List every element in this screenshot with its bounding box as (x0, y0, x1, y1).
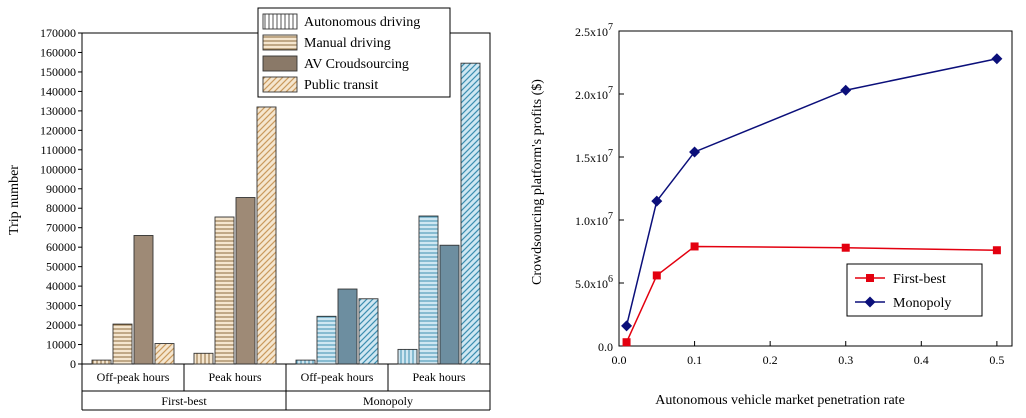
right-y-tick-label: 1.5x107 (575, 148, 613, 165)
left-y-tick-label: 30000 (46, 299, 76, 313)
right-plot-frame (618, 30, 1013, 347)
bar-public-transit (460, 62, 481, 365)
data-point-monopoly (689, 146, 701, 158)
right-x-axis-title: Autonomous vehicle market penetration ra… (655, 393, 905, 408)
left-y-tick-label: 120000 (40, 123, 76, 137)
category-label: Peak hours (413, 370, 466, 384)
bar-autonomous-driving (91, 359, 112, 365)
tick-exponent: 6 (608, 274, 613, 285)
data-point-monopoly (991, 53, 1003, 65)
data-point-first-best (841, 243, 850, 252)
left-y-axis-title: Trip number (7, 165, 22, 235)
left-y-tick-label: 70000 (46, 221, 76, 235)
legend-label: Public transit (304, 78, 378, 93)
left-y-tick-label: 170000 (40, 26, 76, 40)
data-point-monopoly (840, 84, 852, 96)
right-y-tick-label: 5.0x106 (575, 274, 613, 291)
data-point-monopoly (621, 320, 633, 332)
tick-mantissa: 1.0x10 (575, 214, 608, 228)
tick-exponent: 7 (608, 211, 613, 222)
bar-manual-driving (214, 216, 235, 365)
legend-label: Monopoly (893, 296, 951, 311)
right-x-tick-label: 0.2 (763, 353, 778, 367)
right-legend-box (846, 263, 983, 317)
data-point-first-best (652, 271, 661, 280)
right-plot-area: 0.05.0x1061.0x1071.5x1072.0x1072.5x1070.… (575, 22, 1013, 367)
category-label: Peak hours (209, 370, 262, 384)
left-y-tick-label: 60000 (46, 240, 76, 254)
legend-marker (864, 296, 876, 308)
left-y-tick-label: 20000 (46, 318, 76, 332)
group-label: Monopoly (363, 394, 413, 408)
left-y-tick-label: 0 (70, 357, 76, 371)
legend-swatch (262, 34, 298, 51)
left-y-tick-label: 80000 (46, 201, 76, 215)
right-x-tick-label: 0.4 (914, 353, 929, 367)
bar-av-croudsourcing (235, 197, 256, 365)
tick-exponent: 7 (608, 148, 613, 159)
legend-label: First-best (893, 272, 946, 287)
legend-swatch (262, 76, 298, 93)
group-label: First-best (161, 394, 207, 408)
legend-swatch (262, 55, 298, 72)
data-point-first-best (992, 246, 1001, 255)
left-y-tick-label: 90000 (46, 182, 76, 196)
left-y-tick-label: 150000 (40, 65, 76, 79)
left-plot-area: 0 10000 20000 30000 40000 50000 60000 70000 8000… (40, 7, 491, 411)
right-y-tick-label: 2.0x107 (575, 85, 613, 102)
right-y-tick-label: 1.0x107 (575, 211, 613, 228)
bar-public-transit (154, 343, 175, 365)
left-y-tick-label: 130000 (40, 104, 76, 118)
right-x-tick-label: 0.3 (838, 353, 853, 367)
left-y-tick-label: 50000 (46, 260, 76, 274)
bar-manual-driving (316, 315, 337, 365)
data-point-first-best (690, 242, 699, 251)
right-x-tick-label: 0.5 (989, 353, 1004, 367)
tick-mantissa: 2.0x10 (575, 88, 608, 102)
tick-mantissa: 0.0 (598, 340, 613, 354)
data-point-monopoly (651, 195, 663, 207)
right-y-axis-title: Crowdsourcing platform's profits ($) (530, 79, 545, 285)
bar-public-transit (256, 106, 277, 365)
left-y-tick-label: 140000 (40, 84, 76, 98)
left-y-tick-label: 100000 (40, 162, 76, 176)
legend-marker (866, 274, 874, 282)
tick-mantissa: 5.0x10 (575, 277, 608, 291)
bar-autonomous-driving (295, 359, 316, 365)
profit-line-chart: Crowdsourcing platform's profits ($) Aut… (530, 22, 1013, 408)
bar-av-croudsourcing (133, 235, 154, 365)
right-x-tick-label: 0.0 (612, 353, 627, 367)
tick-exponent: 7 (608, 22, 613, 33)
trip-number-bar-chart: Trip number 0 10000 20000 30000 40000 50000 60… (7, 7, 491, 411)
right-y-tick-label: 0.0 (598, 340, 613, 354)
legend-swatch (262, 13, 298, 30)
bar-autonomous-driving (193, 352, 214, 365)
bar-av-croudsourcing (439, 244, 460, 365)
bar-av-croudsourcing (337, 288, 358, 365)
bar-manual-driving (112, 323, 133, 365)
left-y-tick-label: 160000 (40, 45, 76, 59)
tick-mantissa: 2.5x10 (575, 25, 608, 39)
tick-exponent: 7 (608, 85, 613, 96)
legend-label: Manual driving (304, 36, 391, 51)
data-point-first-best (622, 338, 631, 347)
left-y-tick-label: 10000 (46, 338, 76, 352)
right-x-tick-label: 0.1 (687, 353, 702, 367)
right-y-tick-label: 2.5x107 (575, 22, 613, 39)
category-label: Off-peak hours (97, 370, 170, 384)
legend-label: Autonomous driving (304, 15, 420, 30)
category-label: Off-peak hours (301, 370, 374, 384)
bar-autonomous-driving (397, 348, 418, 365)
legend-label: AV Croudsourcing (304, 57, 409, 72)
bar-public-transit (358, 298, 379, 365)
left-y-tick-label: 40000 (46, 279, 76, 293)
tick-mantissa: 1.5x10 (575, 151, 608, 165)
bar-manual-driving (418, 215, 439, 365)
left-y-tick-label: 110000 (40, 143, 76, 157)
